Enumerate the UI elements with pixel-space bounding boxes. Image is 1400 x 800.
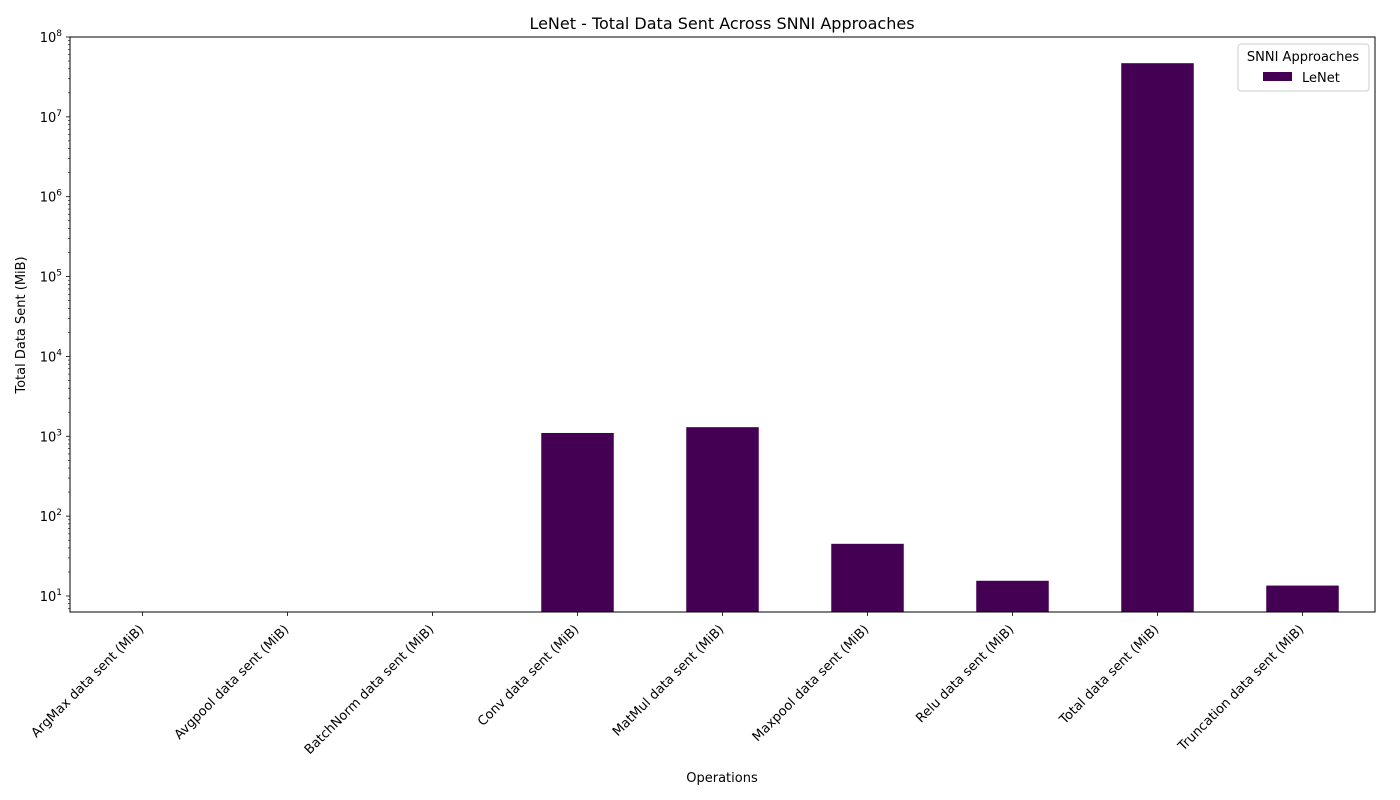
y-axis-label: Total Data Sent (MiB) [14, 256, 29, 394]
plot-frame [69, 36, 1376, 613]
x-tick-label: ArgMax data sent (MiB) [29, 622, 148, 741]
legend-swatch [1263, 72, 1292, 81]
bar [686, 427, 759, 612]
chart-title: LeNet - Total Data Sent Across SNNI Appr… [529, 14, 914, 33]
x-axis: ArgMax data sent (MiB) Avgpool data sent … [29, 612, 1308, 758]
y-tick-label: 106 [40, 189, 63, 206]
y-tick-label: 107 [40, 109, 62, 126]
x-tick-label: BatchNorm data sent (MiB) [302, 622, 437, 757]
bar [1121, 63, 1194, 613]
y-tick-label: 102 [40, 508, 62, 525]
x-tick-label: Total data sent (MiB) [1056, 622, 1162, 728]
y-tick-label: 105 [40, 269, 62, 286]
bar [831, 543, 904, 612]
x-tick-label: Conv data sent (MiB) [475, 622, 582, 729]
x-tick-label: Truncation data sent (MiB) [1175, 622, 1308, 755]
x-tick-label: Avgpool data sent (MiB) [172, 622, 293, 743]
bar [976, 580, 1049, 612]
bars-layer [541, 63, 1339, 613]
bar [541, 432, 614, 612]
x-tick-label: Maxpool data sent (MiB) [750, 622, 873, 745]
legend: SNNI Approaches LeNet [1237, 43, 1370, 92]
legend-entry-label: LeNet [1302, 71, 1340, 86]
y-tick-label: 108 [40, 29, 63, 46]
y-tick-label: 101 [40, 588, 62, 605]
y-axis: 101 102 103 104 105 106 107 108 [40, 29, 70, 609]
y-tick-label: 104 [40, 348, 63, 365]
bar [1266, 585, 1339, 612]
x-tick-label: MatMul data sent (MiB) [610, 622, 727, 739]
y-tick-label: 103 [40, 428, 62, 445]
legend-title: SNNI Approaches [1247, 50, 1359, 65]
x-tick-label: Relu data sent (MiB) [913, 622, 1017, 726]
x-axis-label: Operations [686, 771, 758, 786]
